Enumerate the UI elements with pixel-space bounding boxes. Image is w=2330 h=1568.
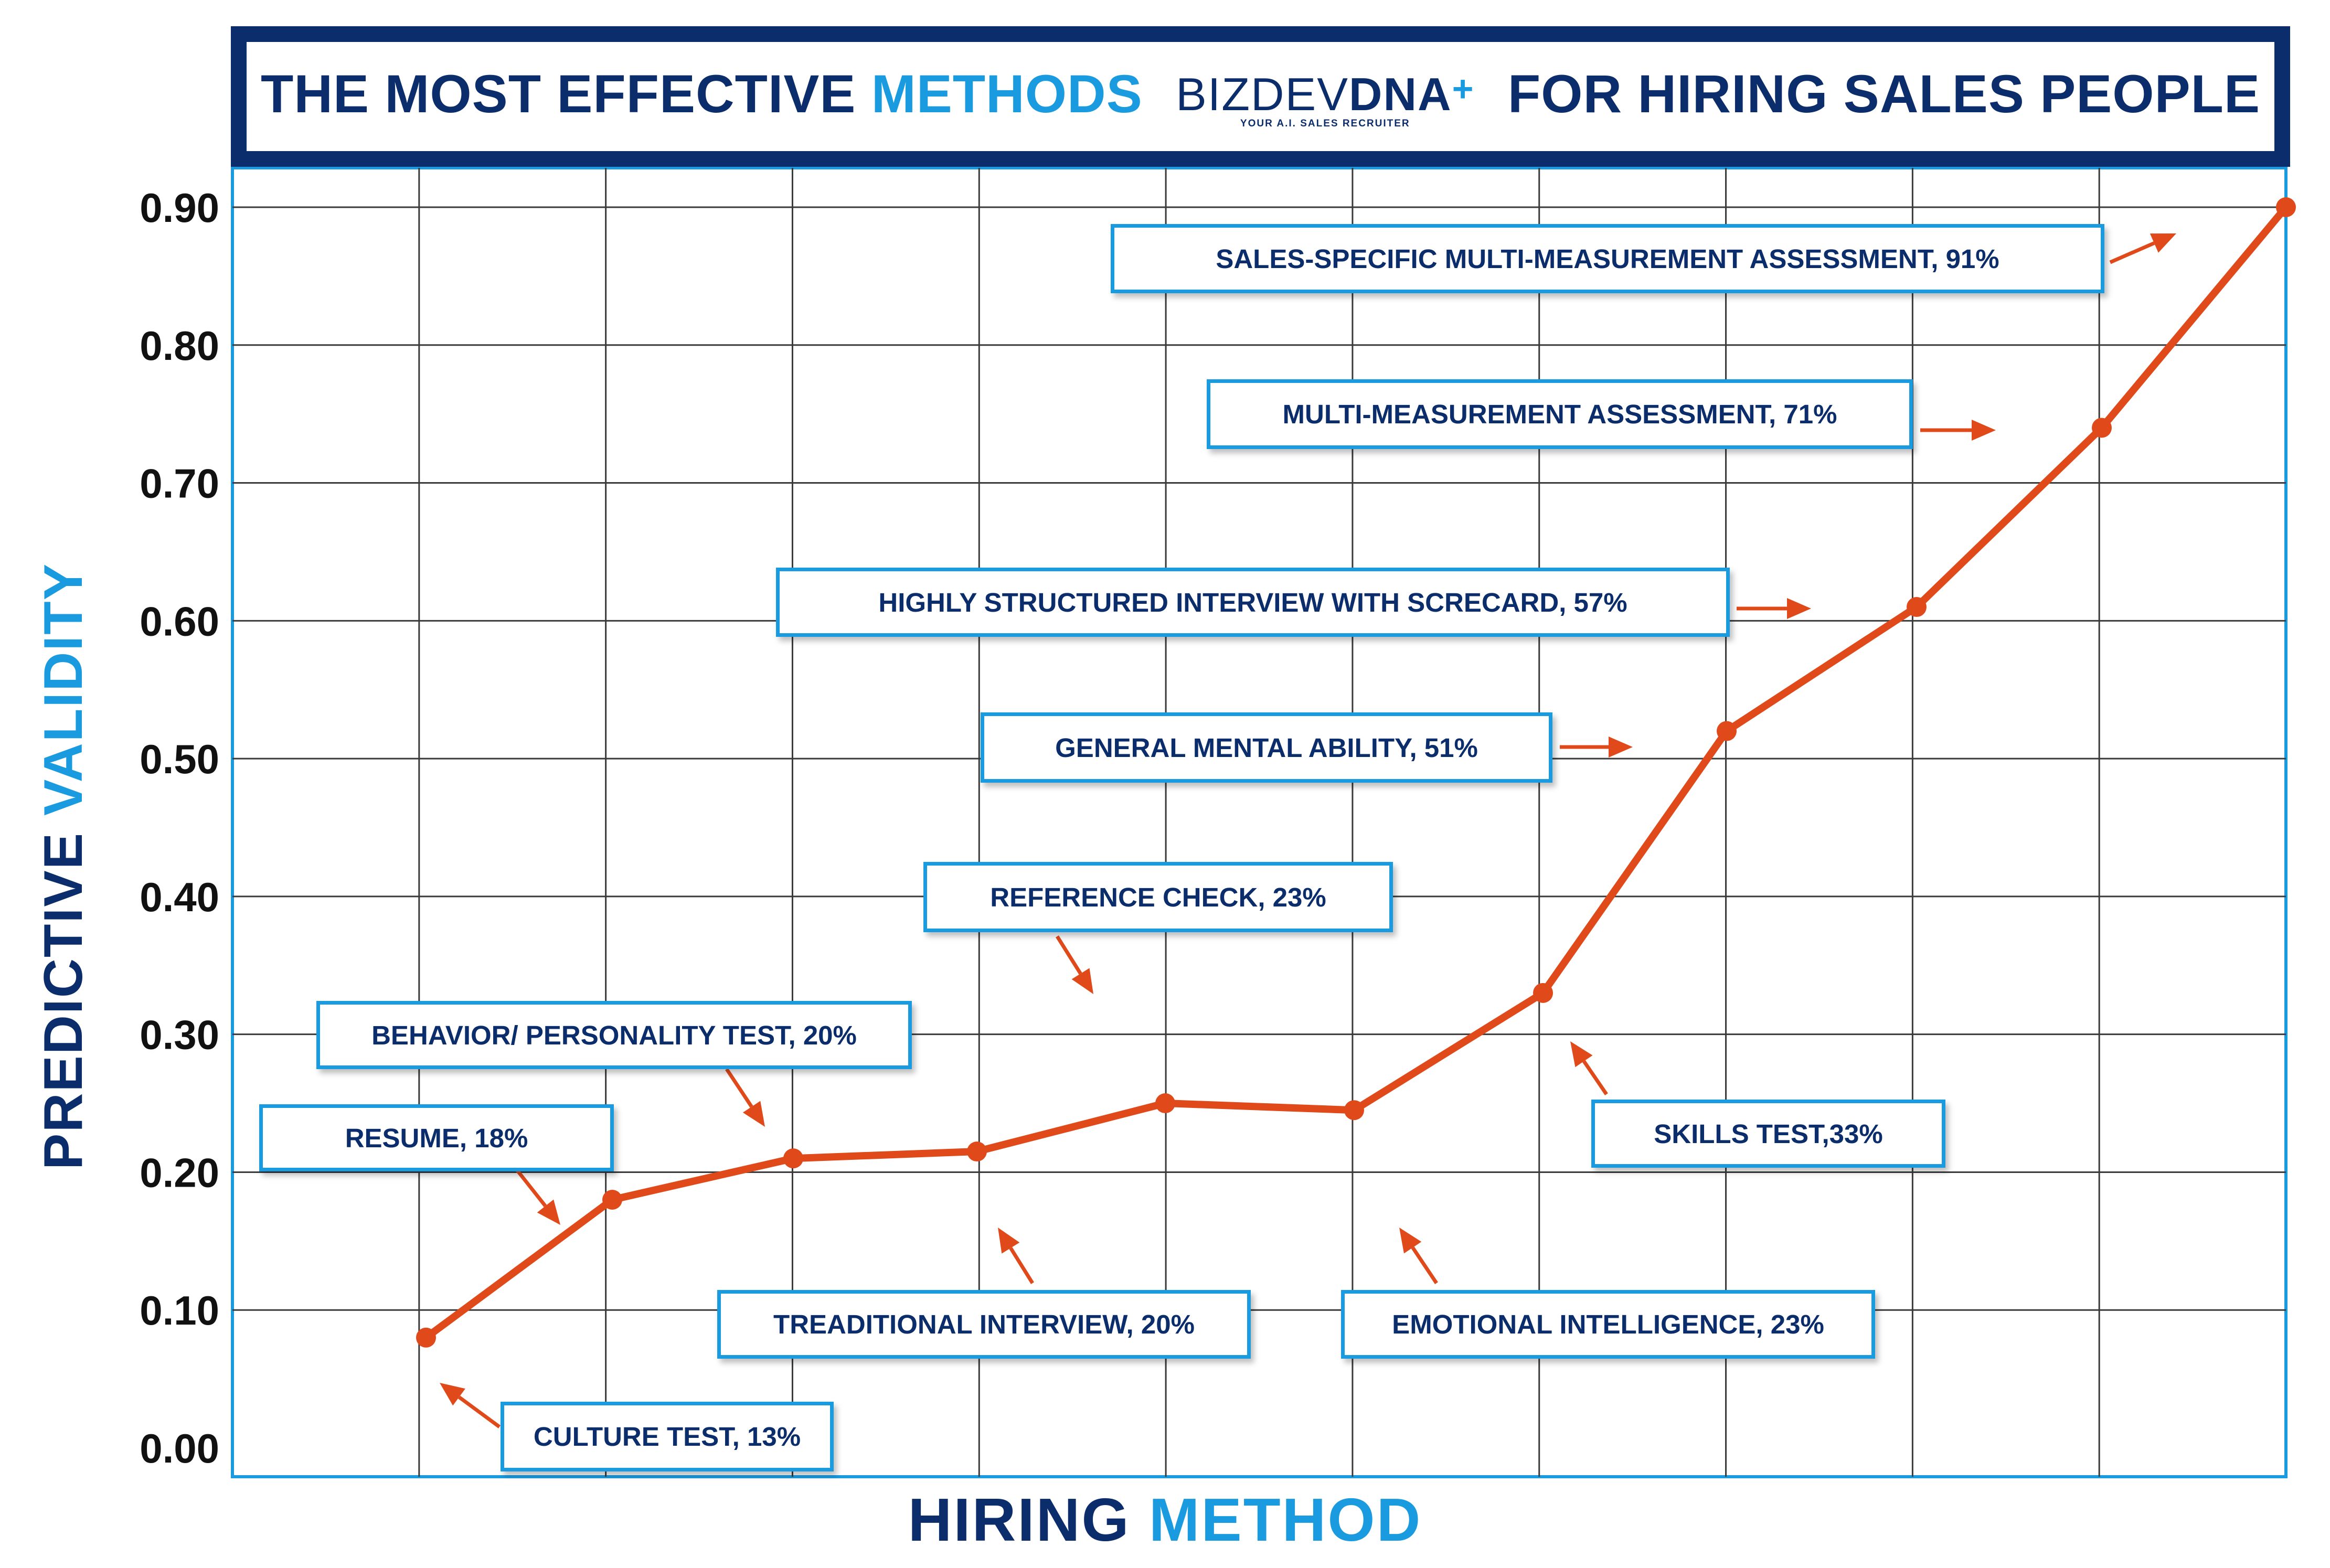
annotation-traditional-interview: TREADITIONAL INTERVIEW, 20% bbox=[717, 1290, 1251, 1359]
annotation-arrow-shaft bbox=[1056, 935, 1082, 975]
data-point bbox=[1533, 983, 1553, 1003]
y-tick-label: 0.00 bbox=[140, 1425, 219, 1471]
logo-word-thin: BIZDEV bbox=[1176, 68, 1349, 120]
annotation-general-mental-ability: GENERAL MENTAL ABILITY, 51% bbox=[981, 712, 1552, 783]
y-tick-label: 0.20 bbox=[140, 1149, 219, 1196]
annotation-arrow-head bbox=[537, 1199, 560, 1225]
x-axis-title: HIRING METHOD bbox=[0, 1485, 2330, 1555]
data-point bbox=[967, 1142, 987, 1162]
title-part-1: THE MOST EFFECTIVE bbox=[261, 64, 856, 124]
annotation-sales-specific-multi-measurement: SALES-SPECIFIC MULTI-MEASUREMENT ASSESSM… bbox=[1111, 224, 2104, 293]
data-point bbox=[1344, 1100, 1364, 1121]
annotation-arrow-head bbox=[1787, 598, 1811, 619]
chart-grid bbox=[231, 166, 2288, 1478]
annotation-arrow-shaft bbox=[1411, 1246, 1438, 1284]
title-part-3: FOR HIRING SALES PEOPLE bbox=[1507, 64, 2260, 124]
annotation-arrow-shaft bbox=[515, 1168, 547, 1208]
annotation-arrow-head bbox=[1609, 737, 1633, 758]
annotation-arrow-head bbox=[1399, 1228, 1422, 1254]
annotation-arrows bbox=[440, 233, 2176, 1428]
y-axis-title-part-2: VALIDITY bbox=[33, 562, 94, 816]
data-point bbox=[1907, 597, 1927, 617]
annotation-behavior-personality-test: BEHAVIOR/ PERSONALITY TEST, 20% bbox=[316, 1001, 912, 1069]
annotation-arrow-head bbox=[742, 1101, 765, 1127]
data-point bbox=[416, 1327, 436, 1348]
y-tick-label: 0.10 bbox=[140, 1287, 219, 1334]
annotation-emotional-intelligence: EMOTIONAL INTELLIGENCE, 23% bbox=[1341, 1290, 1875, 1359]
annotation-arrow-shaft bbox=[2109, 241, 2155, 264]
annotation-structured-interview: HIGHLY STRUCTURED INTERVIEW WITH SCRECAR… bbox=[776, 568, 1730, 637]
y-tick-label: 0.80 bbox=[140, 323, 219, 369]
annotation-resume: RESUME, 18% bbox=[259, 1104, 614, 1171]
annotation-arrow-head bbox=[440, 1383, 465, 1406]
annotation-arrow-head bbox=[1570, 1041, 1593, 1068]
annotation-culture-test: CULTURE TEST, 13% bbox=[501, 1402, 834, 1471]
title-part-2: METHODS bbox=[871, 64, 1143, 124]
y-tick-label: 0.70 bbox=[140, 461, 219, 507]
data-point bbox=[1155, 1093, 1175, 1114]
chart-title: THE MOST EFFECTIVE METHODS BIZDEVDNA+ YO… bbox=[231, 26, 2290, 167]
data-point bbox=[783, 1148, 803, 1169]
x-axis-title-part-2: METHOD bbox=[1148, 1486, 1422, 1554]
y-tick-label: 0.30 bbox=[140, 1012, 219, 1058]
annotation-arrow-shaft bbox=[1582, 1060, 1608, 1095]
annotation-skills-test: SKILLS TEST,33% bbox=[1591, 1100, 1945, 1168]
y-tick-label: 0.50 bbox=[140, 736, 219, 782]
y-tick-label: 0.40 bbox=[140, 874, 219, 920]
data-point bbox=[2092, 418, 2112, 438]
logo-plus-icon: + bbox=[1452, 68, 1475, 109]
logo-word-bold: DNA bbox=[1348, 68, 1452, 120]
y-axis-title-part-1: PREDICTIVE bbox=[33, 831, 94, 1170]
logo-tagline: YOUR A.I. SALES RECRUITER bbox=[1240, 118, 1410, 129]
data-point bbox=[2276, 197, 2296, 217]
annotation-arrow-shaft bbox=[1009, 1247, 1034, 1284]
annotation-arrow-head bbox=[1071, 968, 1093, 994]
y-tick-label: 0.60 bbox=[140, 598, 219, 644]
y-tick-label: 0.90 bbox=[140, 185, 219, 231]
annotation-arrow-shaft bbox=[458, 1395, 501, 1428]
validity-series bbox=[416, 197, 2296, 1348]
plot-frame bbox=[231, 166, 2288, 1478]
annotation-reference-check: REFERENCE CHECK, 23% bbox=[923, 862, 1393, 932]
annotation-arrow-shaft bbox=[725, 1068, 753, 1108]
x-axis-title-part-1: HIRING bbox=[908, 1486, 1131, 1554]
annotation-arrow-head bbox=[1972, 420, 1996, 441]
annotation-arrow-head bbox=[2150, 233, 2176, 253]
annotation-multi-measurement: MULTI-MEASUREMENT ASSESSMENT, 71% bbox=[1207, 379, 1913, 449]
data-point bbox=[602, 1190, 622, 1210]
bizdevdna-logo: BIZDEVDNA+ YOUR A.I. SALES RECRUITER bbox=[1176, 68, 1474, 130]
data-point bbox=[1717, 721, 1737, 741]
annotation-arrow-head bbox=[998, 1228, 1020, 1254]
y-tick-labels: 0.00 0.10 0.20 0.30 0.40 0.50 0.60 0.70 0.80 0.90 bbox=[140, 185, 219, 1471]
